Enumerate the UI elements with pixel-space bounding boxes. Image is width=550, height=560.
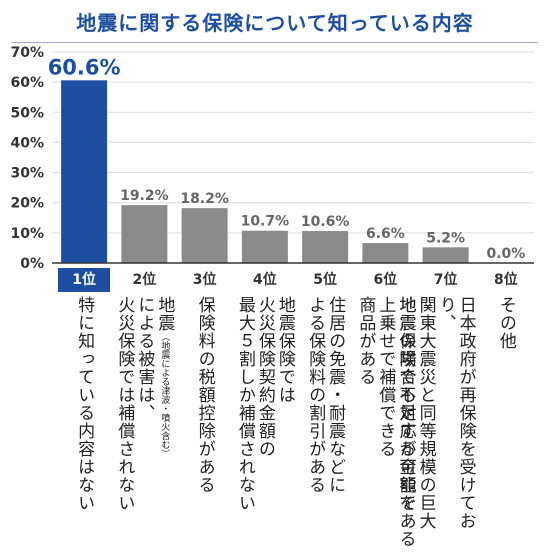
y-tick-label: 50% bbox=[10, 105, 44, 121]
data-label: 19.2% bbox=[120, 188, 169, 204]
y-tick-label: 70% bbox=[10, 45, 44, 61]
data-label: 10.6% bbox=[301, 214, 350, 230]
y-tick-label: 10% bbox=[10, 226, 44, 242]
chart-title: 地震に関する保険について知っている内容 bbox=[76, 11, 474, 35]
data-label: 6.6% bbox=[366, 226, 405, 242]
y-tick-label: 0% bbox=[20, 256, 44, 272]
data-label: 18.2% bbox=[180, 191, 229, 207]
bar bbox=[241, 230, 288, 263]
data-label: 10.7% bbox=[241, 214, 290, 230]
data-label: 5.2% bbox=[426, 230, 465, 246]
bar bbox=[61, 80, 108, 263]
y-tick-label: 40% bbox=[10, 135, 44, 151]
y-tick-label: 20% bbox=[10, 196, 44, 212]
y-tick-label: 60% bbox=[10, 75, 44, 91]
bar bbox=[181, 208, 228, 263]
title-divider bbox=[12, 42, 538, 43]
bar bbox=[121, 205, 168, 263]
data-label: 0.0% bbox=[486, 246, 525, 262]
bar bbox=[422, 247, 469, 263]
bar bbox=[362, 243, 409, 263]
data-label: 60.6% bbox=[48, 55, 121, 79]
bar bbox=[302, 231, 349, 263]
y-tick-label: 30% bbox=[10, 166, 44, 182]
